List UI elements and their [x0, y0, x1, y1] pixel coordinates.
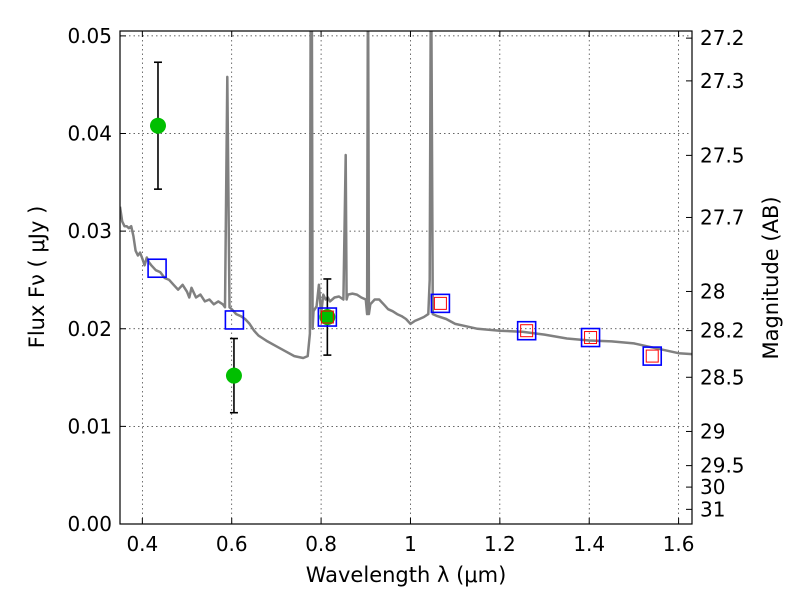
model-square	[642, 346, 663, 366]
x-tick-label: 0.4	[126, 532, 158, 556]
x-tick-label: 1.6	[663, 532, 695, 556]
plot-frame	[119, 30, 693, 525]
x-tick-label: 0.8	[305, 532, 337, 556]
model-square	[317, 307, 338, 327]
y2-tick-label: 28.2	[700, 319, 745, 343]
y-tick-labels: 0.00 0.01 0.02 0.03 0.04 0.05	[67, 24, 112, 536]
y2-axis-title: Magnitude (AB)	[759, 196, 783, 359]
y2-tick-label: 28	[700, 279, 725, 303]
y2-tick-label: 27.7	[700, 205, 745, 229]
y-tick-label: 0.05	[67, 24, 112, 48]
y2-tick-label: 28.5	[700, 365, 745, 389]
y-tick-label: 0.04	[67, 122, 112, 146]
x-tick-label: 1.2	[484, 532, 516, 556]
y2-tick-label: 29.5	[700, 454, 745, 478]
model-square	[147, 258, 167, 279]
axis-ticks	[120, 31, 692, 525]
y2-tick-label: 27.2	[700, 26, 745, 50]
model-spectrum-line	[120, 31, 692, 360]
model-square-small	[645, 349, 659, 363]
y-tick-label: 0.01	[67, 414, 112, 438]
x-tick-label: 1.4	[573, 532, 605, 556]
error-bars	[153, 61, 332, 414]
y2-tick-label: 30	[700, 475, 725, 499]
y-tick-label: 0.02	[67, 317, 112, 341]
y2-tick-label: 27.3	[700, 69, 745, 93]
y-axis-title: Flux Fν ( μJy )	[25, 206, 49, 349]
model-square-small	[584, 331, 598, 345]
x-tick-labels: 0.4 0.6 0.8 1 1.2 1.4 1.6	[126, 532, 694, 556]
model-square-small	[433, 296, 447, 310]
y-tick-label: 0.00	[67, 512, 112, 536]
y2-tick-label: 27.5	[700, 143, 745, 167]
x-tick-label: 1	[404, 532, 417, 556]
y2-tick-label: 29	[700, 419, 725, 443]
observed-point	[319, 309, 336, 326]
model-photometry-small-squares	[320, 296, 659, 363]
grid-lines	[120, 31, 692, 525]
x-tick-label: 0.6	[216, 532, 248, 556]
model-square	[516, 320, 537, 341]
y2-tick-label: 31	[700, 497, 725, 521]
model-square-small	[320, 310, 334, 324]
y-tick-label: 0.03	[67, 219, 112, 243]
model-photometry-squares	[147, 258, 663, 366]
model-square-small	[520, 324, 534, 338]
model-square	[224, 310, 245, 330]
model-square	[580, 327, 601, 348]
model-square	[430, 293, 451, 314]
observed-point	[225, 367, 242, 384]
x-axis-title: Wavelength λ (μm)	[306, 563, 507, 587]
observed-photometry-points	[149, 117, 336, 384]
observed-point	[149, 117, 166, 134]
